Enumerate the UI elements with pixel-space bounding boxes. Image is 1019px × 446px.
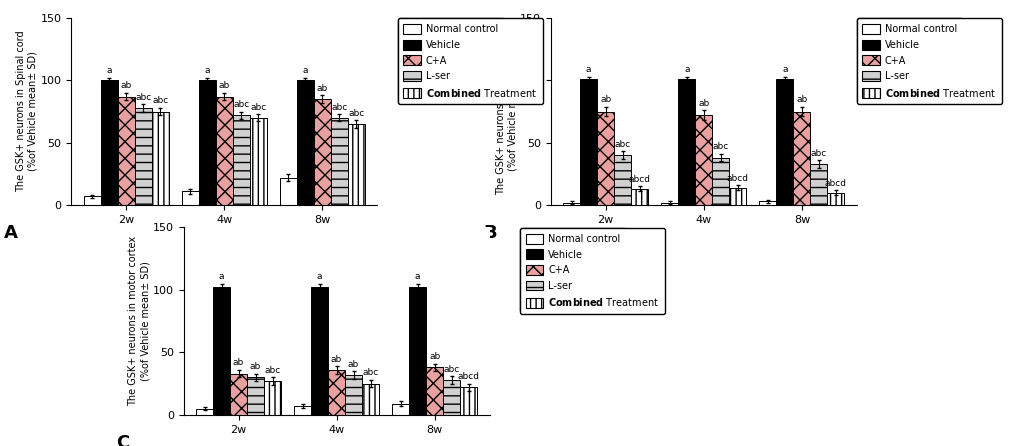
Text: abc: abc (362, 368, 378, 377)
Y-axis label: The GSK+ neurons in motor cortex
(%of Vehicle mean± SD): The GSK+ neurons in motor cortex (%of Ve… (128, 236, 150, 406)
Text: abc: abc (331, 103, 347, 112)
Bar (247, 377, 264, 415)
Bar (580, 79, 597, 205)
Bar (250, 118, 267, 205)
Bar (216, 96, 232, 205)
Text: a: a (684, 65, 689, 74)
Bar (409, 287, 426, 415)
Bar (809, 164, 826, 205)
Text: C: C (116, 434, 129, 446)
Text: ab: ab (218, 81, 230, 90)
Bar (460, 387, 477, 415)
Bar (347, 124, 365, 205)
Bar (213, 287, 230, 415)
Bar (311, 287, 328, 415)
Text: abc: abc (233, 100, 250, 109)
Bar (391, 404, 409, 415)
Text: ab: ab (250, 362, 261, 371)
Y-axis label: The GSK+ neurons in Spinal cord
(%of Vehicle mean± SD): The GSK+ neurons in Spinal cord (%of Veh… (16, 31, 38, 192)
Text: a: a (585, 65, 591, 74)
Bar (613, 155, 631, 205)
Text: a: a (415, 272, 420, 281)
Bar (758, 202, 775, 205)
Bar (297, 80, 314, 205)
Bar (152, 112, 169, 205)
Text: a: a (218, 272, 224, 281)
Text: abc: abc (264, 366, 280, 375)
Bar (695, 115, 711, 205)
Bar (344, 375, 362, 415)
Bar (328, 370, 344, 415)
Legend: Normal control, Vehicle, C+A, L-ser, $\bf{Combined}$ Treatment: Normal control, Vehicle, C+A, L-ser, $\b… (520, 228, 664, 314)
Bar (711, 158, 729, 205)
Bar (426, 368, 442, 415)
Text: a: a (205, 66, 210, 75)
Bar (729, 188, 746, 205)
Text: ab: ab (599, 95, 610, 104)
Text: abcd: abcd (628, 175, 650, 184)
Text: a: a (303, 66, 308, 75)
Bar (597, 112, 613, 205)
Bar (678, 79, 695, 205)
Text: abc: abc (712, 142, 729, 152)
Text: B: B (483, 224, 496, 242)
Text: abcd: abcd (727, 173, 748, 183)
Text: ab: ab (232, 358, 244, 368)
Text: abc: abc (250, 103, 266, 112)
Text: ab: ab (330, 355, 342, 363)
Text: abc: abc (443, 364, 460, 374)
Bar (230, 374, 247, 415)
Text: ab: ab (317, 84, 328, 93)
Bar (562, 202, 580, 205)
Bar (826, 193, 844, 205)
Text: abcd: abcd (824, 179, 846, 188)
Text: A: A (4, 224, 18, 242)
Bar (199, 80, 216, 205)
Bar (84, 196, 101, 205)
Bar (330, 118, 347, 205)
Bar (181, 191, 199, 205)
Text: ab: ab (429, 352, 440, 361)
Text: a: a (782, 65, 787, 74)
Bar (314, 99, 330, 205)
Y-axis label: The GSK+ neurons in hippcampus
(%of Vehicle mean± SD): The GSK+ neurons in hippcampus (%of Vehi… (495, 28, 517, 195)
Bar (362, 384, 379, 415)
Bar (118, 96, 135, 205)
Bar (775, 79, 793, 205)
Bar (101, 80, 118, 205)
Bar (264, 381, 281, 415)
Bar (660, 202, 678, 205)
Text: a: a (317, 272, 322, 281)
Bar (793, 112, 809, 205)
Text: abc: abc (152, 96, 168, 105)
Text: abc: abc (348, 109, 364, 118)
Text: a: a (106, 66, 112, 75)
Bar (293, 406, 311, 415)
Text: abc: abc (136, 92, 151, 102)
Bar (442, 380, 460, 415)
Bar (232, 115, 250, 205)
Text: ab: ab (347, 359, 359, 368)
Bar (631, 189, 648, 205)
Text: abcd: abcd (458, 372, 479, 381)
Bar (279, 178, 297, 205)
Legend: Normal control, Vehicle, C+A, L-ser, $\bf{Combined}$ Treatment: Normal control, Vehicle, C+A, L-ser, $\b… (397, 18, 542, 104)
Text: ab: ab (697, 99, 709, 108)
Bar (135, 108, 152, 205)
Bar (196, 409, 213, 415)
Text: abc: abc (810, 149, 826, 158)
Legend: Normal control, Vehicle, C+A, L-ser, $\bf{Combined}$ Treatment: Normal control, Vehicle, C+A, L-ser, $\b… (856, 18, 1001, 104)
Text: ab: ab (796, 95, 807, 104)
Text: ab: ab (120, 81, 131, 90)
Text: abc: abc (614, 140, 630, 149)
